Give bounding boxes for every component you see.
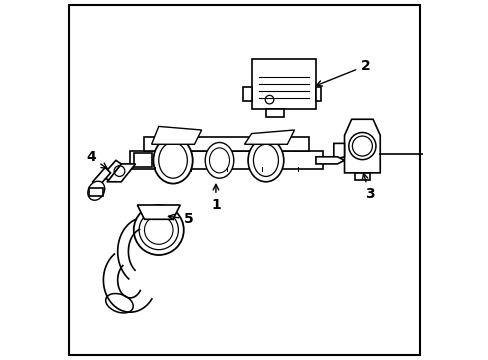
Ellipse shape [253,144,278,176]
Text: 3: 3 [362,174,374,201]
Bar [251,59,315,109]
Polygon shape [244,130,294,144]
Polygon shape [102,160,121,180]
Polygon shape [354,173,369,180]
Polygon shape [89,188,103,196]
Polygon shape [242,87,251,102]
Polygon shape [344,119,380,173]
Ellipse shape [153,137,192,184]
Polygon shape [107,164,135,182]
Ellipse shape [88,181,104,200]
Polygon shape [130,152,323,169]
Ellipse shape [209,148,229,173]
Polygon shape [265,109,283,117]
Ellipse shape [247,139,283,182]
Ellipse shape [105,293,133,313]
Polygon shape [315,87,321,102]
Text: 4: 4 [86,150,107,168]
Polygon shape [151,126,201,144]
Polygon shape [137,205,180,219]
Ellipse shape [159,143,187,178]
Polygon shape [333,143,344,159]
Polygon shape [144,137,308,152]
Ellipse shape [205,143,233,178]
Text: 2: 2 [316,59,370,86]
Polygon shape [93,167,110,187]
Text: 5: 5 [168,212,194,226]
Polygon shape [315,157,344,164]
Polygon shape [134,153,151,167]
Text: 1: 1 [211,184,221,212]
